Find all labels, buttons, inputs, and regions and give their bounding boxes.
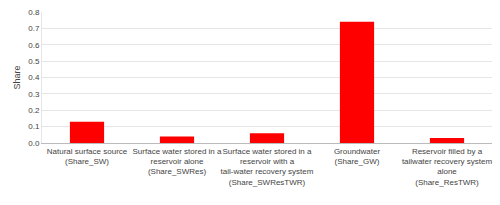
svg-text:Natural surface source(Share_S: Natural surface source(Share_SW) (47, 147, 128, 166)
svg-text:0.1: 0.1 (28, 122, 40, 131)
svg-text:0.2: 0.2 (28, 106, 40, 115)
svg-text:0.4: 0.4 (28, 73, 40, 82)
svg-text:0.0: 0.0 (28, 139, 40, 148)
svg-text:0.8: 0.8 (28, 8, 40, 17)
svg-text:Share: Share (12, 65, 22, 89)
svg-text:Surface water stored in areser: Surface water stored in areservoir alone… (133, 147, 222, 177)
svg-text:Surface water stored in areser: Surface water stored in areservoir with … (221, 147, 314, 187)
svg-text:Groundwater(Share_GW): Groundwater(Share_GW) (334, 147, 381, 166)
svg-text:Reservoir filled by atailwater: Reservoir filled by atailwater recovery … (402, 147, 493, 187)
svg-text:0.5: 0.5 (28, 57, 40, 66)
svg-text:0.3: 0.3 (28, 90, 40, 99)
svg-text:0.6: 0.6 (28, 41, 40, 50)
svg-text:0.7: 0.7 (28, 24, 40, 33)
